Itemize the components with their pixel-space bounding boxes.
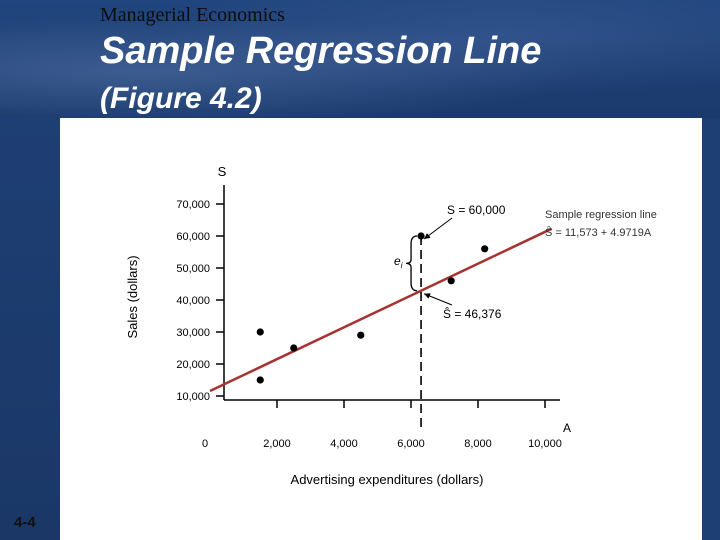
- y-tick-label: 30,000: [176, 327, 210, 339]
- residual-symbol: e: [394, 254, 401, 268]
- x-axis-letter: A: [563, 421, 571, 435]
- annotation-arrows: [423, 217, 453, 306]
- residual-label: ei: [394, 254, 403, 270]
- x-tick-label: 4,000: [330, 438, 358, 450]
- y-ticks: 10,000 20,000 30,000 40,000 50,000 60,000 70,0…: [176, 199, 224, 403]
- x-tick-label: 2,000: [263, 438, 291, 450]
- y-axis-letter: S: [218, 164, 227, 179]
- course-title: Managerial Economics: [100, 4, 285, 26]
- data-point: [357, 331, 365, 339]
- y-tick-label: 50,000: [176, 263, 210, 275]
- slide-subtitle: (Figure 4.2): [100, 82, 262, 115]
- slide-title: Sample Regression Line: [100, 30, 542, 72]
- y-tick-label: 60,000: [176, 231, 210, 243]
- y-tick-label: 20,000: [176, 359, 210, 371]
- data-point: [256, 376, 264, 384]
- left-decor-strip: [0, 118, 60, 540]
- x-tick-label: 8,000: [464, 438, 492, 450]
- fitted-label: Ŝ = 46,376: [443, 306, 502, 321]
- regression-equation: Ŝ = 11,573 + 4.9719A: [545, 226, 652, 239]
- x-ticks: 0 2,000 4,000 6,000 8,000 10,000: [202, 400, 562, 450]
- axes: [223, 185, 560, 401]
- x-tick-label: 0: [202, 438, 208, 450]
- regression-line: [209, 227, 553, 393]
- right-decor-strip: [702, 118, 720, 540]
- residual-brace: [406, 235, 418, 292]
- y-tick-label: 10,000: [176, 391, 210, 403]
- data-point: [481, 245, 489, 253]
- x-tick-label: 6,000: [397, 438, 425, 450]
- content-panel: [60, 118, 702, 540]
- regression-line-label: Sample regression line: [545, 209, 657, 221]
- data-point: [256, 328, 264, 336]
- x-tick-label: 10,000: [528, 438, 562, 450]
- observed-label: S = 60,000: [447, 203, 506, 217]
- data-point: [290, 344, 298, 352]
- data-points: [256, 232, 489, 384]
- title-banner: [0, 0, 720, 118]
- slide-number: 4-4: [14, 514, 36, 531]
- fitted-arrow: [423, 293, 453, 306]
- observed-arrow: [423, 217, 453, 240]
- y-tick-label: 40,000: [176, 295, 210, 307]
- residual-subscript: i: [401, 261, 403, 270]
- data-point: [417, 232, 425, 240]
- x-axis-label: Advertising expenditures (dollars): [291, 472, 484, 487]
- y-tick-label: 70,000: [176, 199, 210, 211]
- data-point: [447, 277, 455, 285]
- y-axis-label: Sales (dollars): [125, 255, 140, 338]
